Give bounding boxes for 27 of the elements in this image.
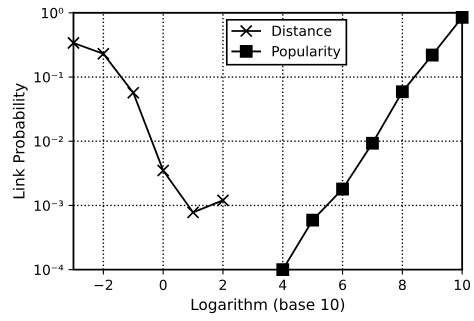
x-tick-label: 2 (220, 280, 226, 290)
y-axis-title: Link Probability (12, 83, 28, 198)
legend-label: Popularity (272, 46, 340, 60)
x-tick-label: −2 (94, 280, 112, 290)
point (186, 206, 200, 219)
point (396, 85, 409, 98)
y-tick-label: 10⁻⁴ (34, 264, 64, 276)
x-tick-label: 4 (279, 280, 286, 290)
x-tick-label: 10 (454, 280, 470, 290)
x-tick-label: 6 (339, 280, 346, 290)
point (366, 136, 379, 150)
x-axis-title: Logarithm (base 10) (192, 298, 344, 314)
point (336, 182, 349, 196)
x-tick-label: 0 (160, 280, 167, 290)
point (426, 48, 439, 62)
y-tick-label: 10⁻³ (34, 200, 64, 211)
point (306, 214, 320, 227)
point (67, 36, 80, 50)
point (96, 47, 110, 60)
x-tick-label: 8 (398, 280, 406, 290)
point (156, 164, 170, 177)
y-tick-label: 10⁰ (42, 8, 64, 18)
y-tick-label: 10⁻¹ (34, 72, 63, 83)
point (216, 194, 230, 207)
point (126, 86, 140, 100)
legend-label: Distance (272, 25, 332, 36)
y-tick-label: 10⁻² (34, 136, 63, 147)
